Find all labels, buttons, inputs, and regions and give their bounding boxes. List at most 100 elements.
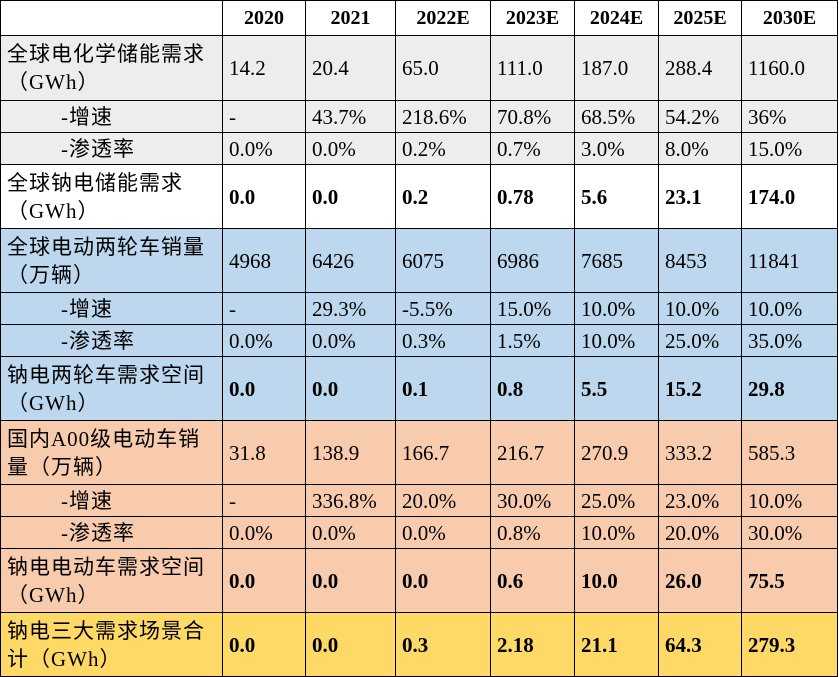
value-cell: 1160.0 <box>741 35 838 101</box>
value-cell: 0.0 <box>222 612 306 677</box>
value-cell: 6986 <box>490 228 575 293</box>
value-cell: 21.1 <box>574 612 659 677</box>
value-cell: 111.0 <box>490 35 575 101</box>
row-label: 钠电三大需求场景合计（GWh） <box>0 612 223 677</box>
value-cell: 30.0% <box>490 484 575 517</box>
value-cell: 0.0% <box>395 516 491 549</box>
year-header: 2022E <box>395 0 491 36</box>
value-cell: 218.6% <box>395 100 491 133</box>
value-cell: 23.0% <box>658 484 742 517</box>
year-header: 2020 <box>222 0 306 36</box>
value-cell: 0.0% <box>305 132 396 165</box>
value-cell: 0.0% <box>305 324 396 357</box>
value-cell: 5.5 <box>574 356 659 421</box>
value-cell: 30.0% <box>741 516 838 549</box>
value-cell: 0.0% <box>222 516 306 549</box>
header-row: 2020 2021 2022E 2023E 2024E 2025E 2030E <box>0 0 838 36</box>
value-cell: 5.6 <box>574 164 659 229</box>
value-cell: 0.0 <box>305 356 396 421</box>
year-header: 2023E <box>490 0 575 36</box>
value-cell: 10.0 <box>574 548 659 613</box>
value-cell: 15.0% <box>741 132 838 165</box>
table-row: -增速 -336.8% 20.0% 30.0% 25.0% 23.0% 10.0% <box>0 484 838 517</box>
table-row: 钠电三大需求场景合计（GWh） 0.0 0.0 0.3 2.18 21.1 64.3 279.… <box>0 612 838 677</box>
value-cell: 6426 <box>305 228 396 293</box>
value-cell: - <box>222 292 306 325</box>
value-cell: 333.2 <box>658 420 742 485</box>
value-cell: 75.5 <box>741 548 838 613</box>
value-cell: 15.0% <box>490 292 575 325</box>
row-label: -增速 <box>0 100 223 133</box>
value-cell: 20.0% <box>658 516 742 549</box>
value-cell: 10.0% <box>574 292 659 325</box>
value-cell: 10.0% <box>658 292 742 325</box>
value-cell: 10.0% <box>574 324 659 357</box>
value-cell: -5.5% <box>395 292 491 325</box>
value-cell: 0.3% <box>395 324 491 357</box>
value-cell: 0.0 <box>305 164 396 229</box>
value-cell: 288.4 <box>658 35 742 101</box>
value-cell: 36% <box>741 100 838 133</box>
value-cell: 10.0% <box>741 292 838 325</box>
value-cell: 0.0 <box>222 356 306 421</box>
value-cell: 0.2 <box>395 164 491 229</box>
value-cell: 70.8% <box>490 100 575 133</box>
value-cell: 23.1 <box>658 164 742 229</box>
value-cell: 7685 <box>574 228 659 293</box>
table-row: -渗透率 0.0% 0.0% 0.3% 1.5% 10.0% 25.0% 35.0% <box>0 324 838 357</box>
value-cell: 10.0% <box>574 516 659 549</box>
value-cell: 1.5% <box>490 324 575 357</box>
value-cell: 0.0 <box>222 164 306 229</box>
value-cell: 29.3% <box>305 292 396 325</box>
row-label: 全球电化学储能需求（GWh） <box>0 35 223 101</box>
value-cell: 0.0 <box>305 612 396 677</box>
value-cell: 15.2 <box>658 356 742 421</box>
value-cell: 29.8 <box>741 356 838 421</box>
value-cell: 279.3 <box>741 612 838 677</box>
value-cell: - <box>222 100 306 133</box>
year-header: 2030E <box>741 0 838 36</box>
value-cell: 54.2% <box>658 100 742 133</box>
value-cell: 0.0% <box>222 324 306 357</box>
value-cell: 4968 <box>222 228 306 293</box>
row-label: 国内A00级电动车销量（万辆） <box>0 420 223 485</box>
value-cell: 20.4 <box>305 35 396 101</box>
value-cell: 35.0% <box>741 324 838 357</box>
value-cell: 10.0% <box>741 484 838 517</box>
corner-cell <box>0 0 223 36</box>
value-cell: 0.7% <box>490 132 575 165</box>
row-label: -增速 <box>0 484 223 517</box>
value-cell: 2.18 <box>490 612 575 677</box>
table-row: 国内A00级电动车销量（万辆） 31.8 138.9 166.7 216.7 270.9 3… <box>0 420 838 485</box>
value-cell: 65.0 <box>395 35 491 101</box>
row-label: -渗透率 <box>0 132 223 165</box>
year-header: 2021 <box>305 0 396 36</box>
value-cell: 174.0 <box>741 164 838 229</box>
row-label: -渗透率 <box>0 516 223 549</box>
value-cell: 0.2% <box>395 132 491 165</box>
value-cell: 0.1 <box>395 356 491 421</box>
row-label: -渗透率 <box>0 324 223 357</box>
value-cell: 14.2 <box>222 35 306 101</box>
value-cell: 0.78 <box>490 164 575 229</box>
value-cell: 585.3 <box>741 420 838 485</box>
value-cell: 43.7% <box>305 100 396 133</box>
table-row: 全球电化学储能需求（GWh） 14.2 20.4 65.0 111.0 187.0 288.… <box>0 35 838 101</box>
value-cell: 336.8% <box>305 484 396 517</box>
value-cell: 0.0% <box>305 516 396 549</box>
value-cell: 6075 <box>395 228 491 293</box>
table-row: 全球钠电储能需求（GWh） 0.0 0.0 0.2 0.78 5.6 23.1 174.0 <box>0 164 838 229</box>
year-header: 2025E <box>658 0 742 36</box>
value-cell: - <box>222 484 306 517</box>
value-cell: 0.6 <box>490 548 575 613</box>
row-label: 钠电两轮车需求空间（GWh） <box>0 356 223 421</box>
value-cell: 187.0 <box>574 35 659 101</box>
row-label: 钠电电动车需求空间（GWh） <box>0 548 223 613</box>
value-cell: 0.0% <box>222 132 306 165</box>
table-row: -增速 -43.7% 218.6% 70.8% 68.5% 54.2% 36% <box>0 100 838 133</box>
value-cell: 216.7 <box>490 420 575 485</box>
row-label: -增速 <box>0 292 223 325</box>
year-header: 2024E <box>574 0 659 36</box>
value-cell: 20.0% <box>395 484 491 517</box>
